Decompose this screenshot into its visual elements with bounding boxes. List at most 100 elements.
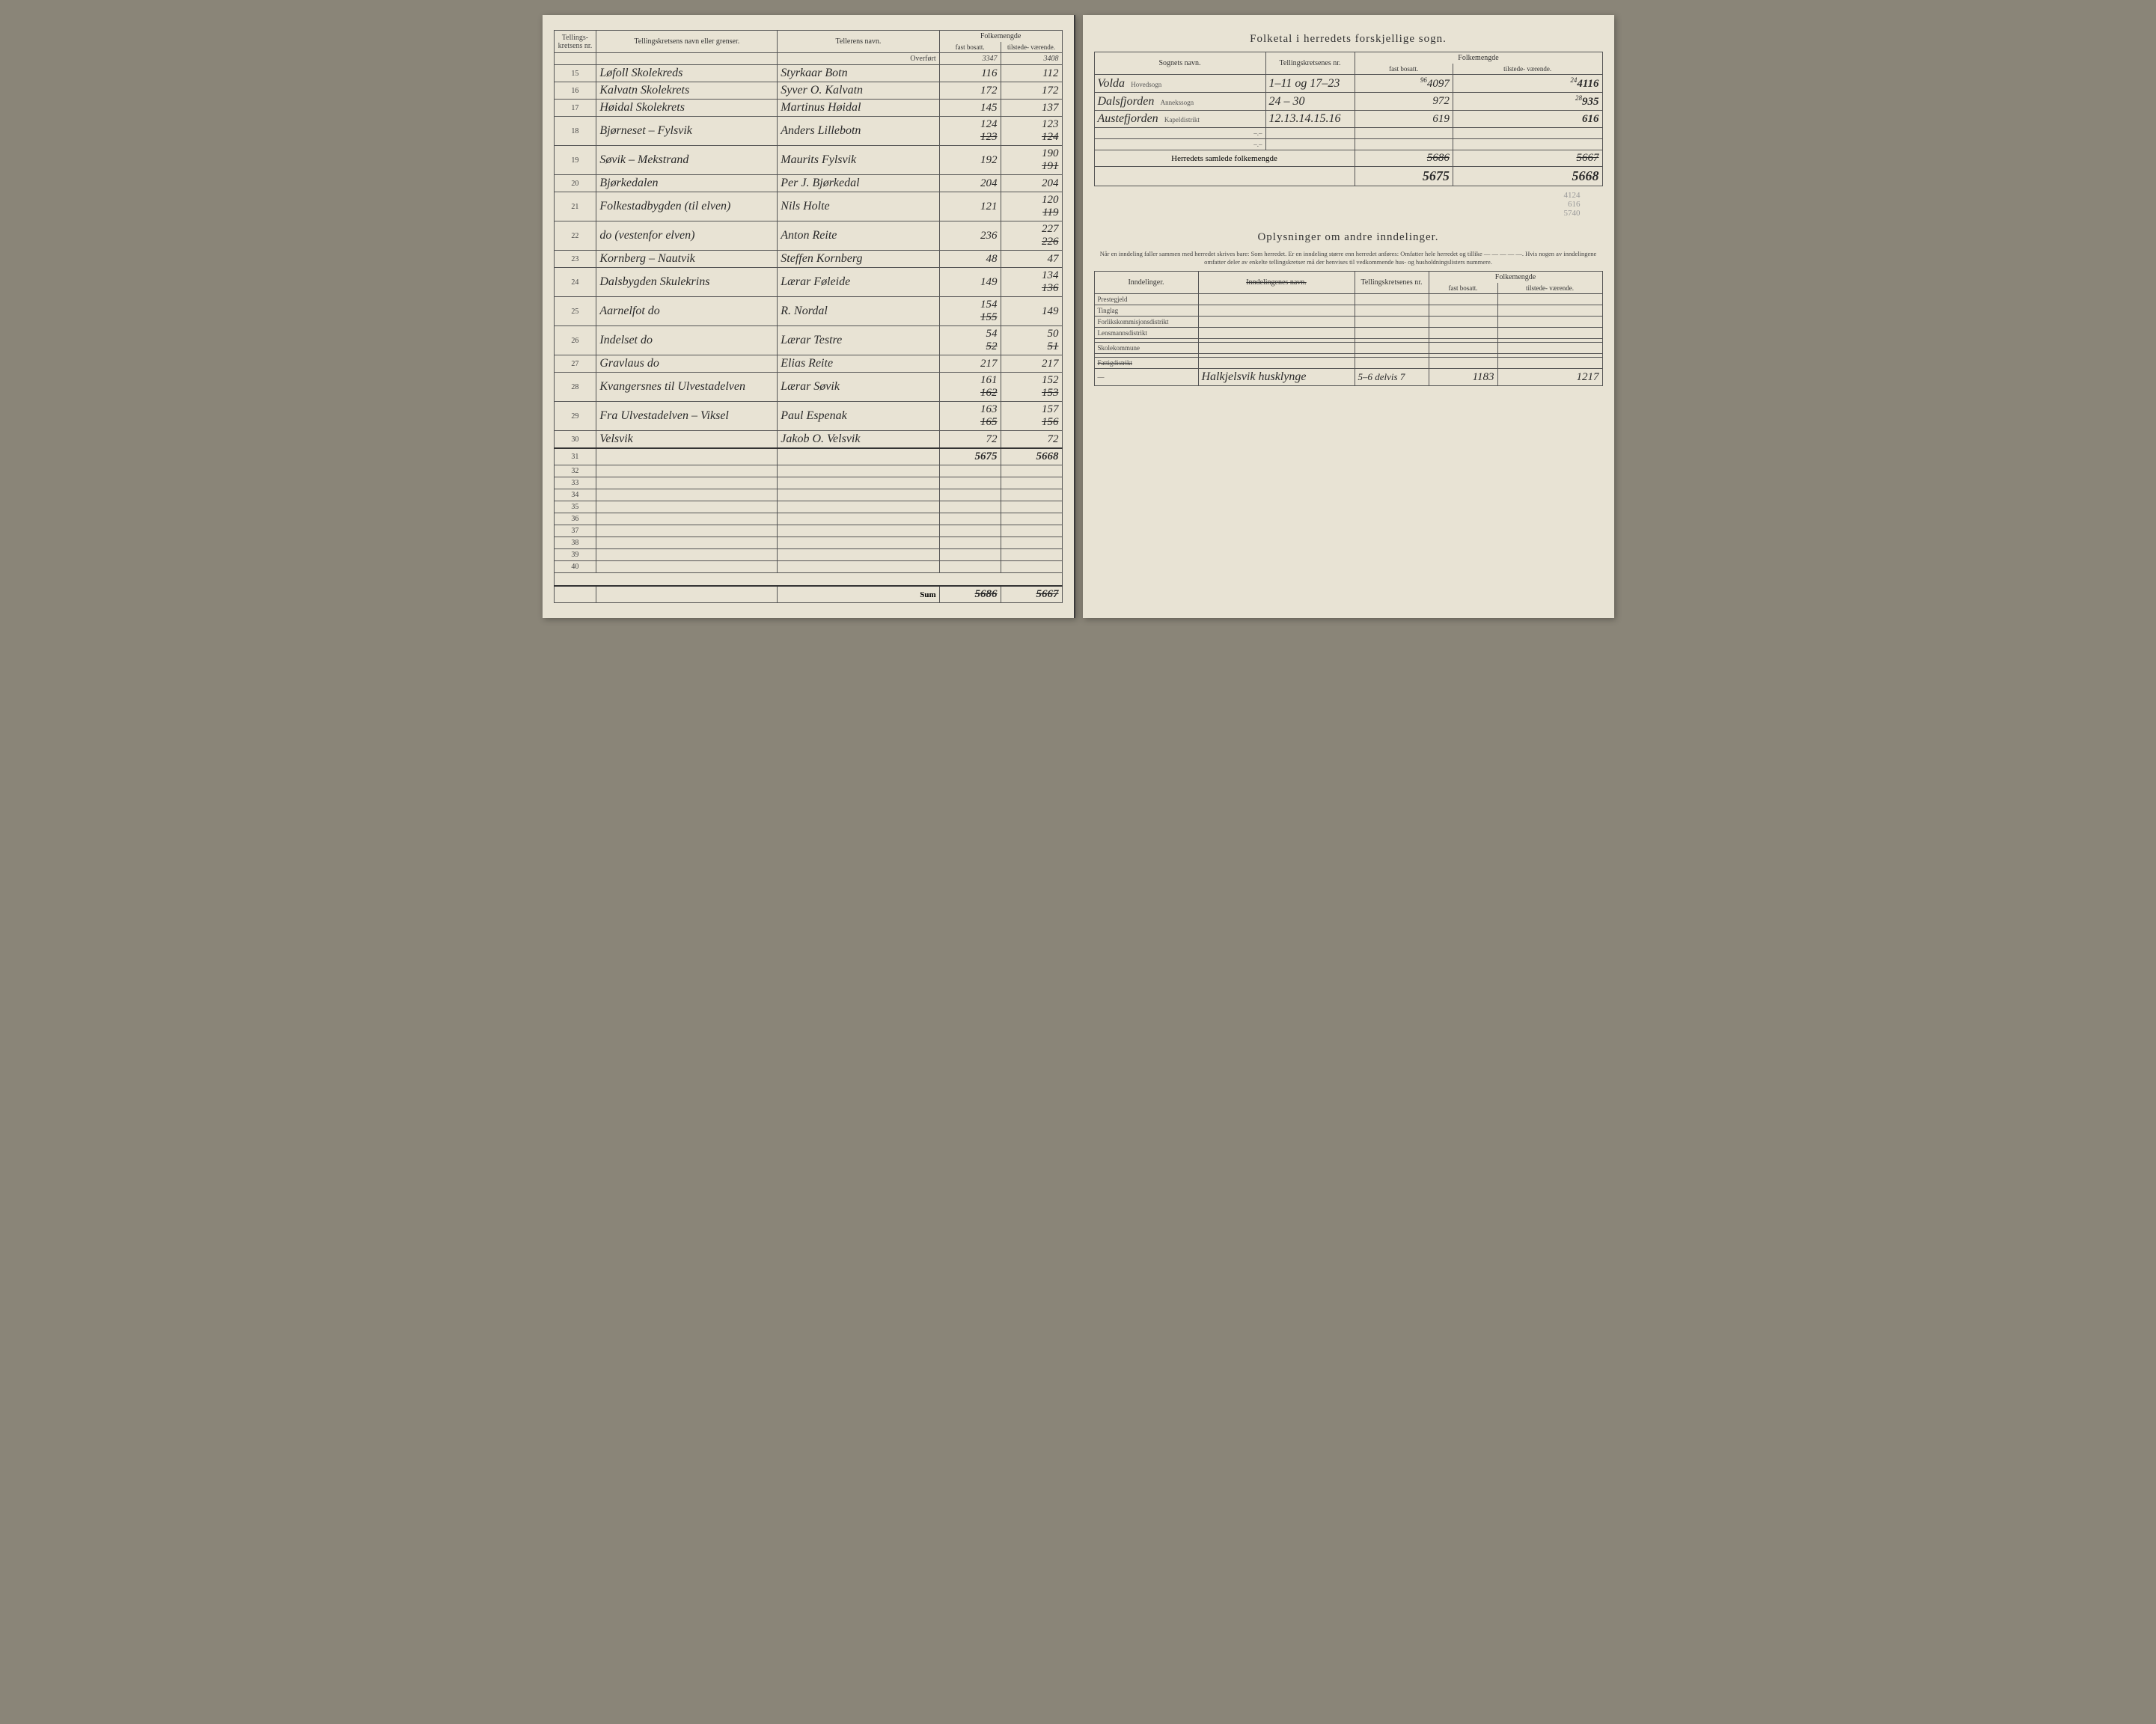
row-nr: 17	[554, 100, 596, 117]
krets-name: Dalsbygden Skulekrins	[596, 268, 778, 297]
hdr-inndeling-folkemengde: Folkemengde	[1429, 272, 1602, 284]
sogn-krets: 12.13.14.15.16	[1265, 111, 1355, 128]
inndeling-navn	[1198, 305, 1355, 317]
tilstede-val: 134136	[1001, 268, 1062, 297]
hdr-folkemengde: Folkemengde	[939, 31, 1062, 43]
hdr-inndeling-tilstede: tilstede- værende.	[1497, 283, 1602, 294]
inndeling-fast	[1429, 358, 1497, 369]
hdr-kretsnr: Tellings- kretsens nr.	[554, 31, 596, 53]
hdr-inndeling-fast: fast bosatt.	[1429, 283, 1497, 294]
samlede-fast-struck: 5686	[1355, 150, 1453, 167]
hdr-sogn-folkemengde: Folkemengde	[1355, 52, 1602, 64]
samlede-fast: 5675	[1355, 167, 1453, 186]
left-page: Tellings- kretsens nr. Tellingskretsens …	[543, 15, 1075, 618]
teller-name: Nils Holte	[778, 192, 939, 221]
table-row-empty: 38	[554, 537, 1062, 549]
krets-name: Bjørkedalen	[596, 175, 778, 192]
krets-name: Kornberg – Nautvik	[596, 251, 778, 268]
sogn-table: Sognets navn. Tellingskretsenes nr. Folk…	[1094, 52, 1603, 186]
inndeling-navn	[1198, 343, 1355, 354]
row-nr: 19	[554, 146, 596, 175]
table-row-empty: 32	[554, 465, 1062, 477]
fast-val: 145	[939, 100, 1001, 117]
krets-name: Søvik – Mekstrand	[596, 146, 778, 175]
inndeling-title: Oplysninger om andre inndelinger.	[1094, 231, 1603, 244]
table-row: 22 do (vestenfor elven) Anton Reite 236 …	[554, 221, 1062, 251]
inndeling-navn	[1198, 328, 1355, 339]
row-nr: 28	[554, 373, 596, 402]
inndeling-label: —	[1094, 369, 1198, 386]
row-nr: 30	[554, 431, 596, 449]
tilstede-val: 149	[1001, 297, 1062, 326]
row-nr: 22	[554, 221, 596, 251]
sum-label: Sum	[778, 586, 939, 603]
inndeling-fast	[1429, 305, 1497, 317]
row-nr: 27	[554, 355, 596, 373]
krets-name: do (vestenfor elven)	[596, 221, 778, 251]
tilstede-val: 123124	[1001, 117, 1062, 146]
row-nr: 25	[554, 297, 596, 326]
table-row: 28 Kvangersnes til Ulvestadelven Lærar S…	[554, 373, 1062, 402]
tilstede-val: 72	[1001, 431, 1062, 449]
table-row: 17 Høidal Skolekrets Martinus Høidal 145…	[554, 100, 1062, 117]
teller-name	[778, 448, 939, 465]
sogn-row: Dalsfjorden Annekssogn 24 – 30 972 28935	[1094, 93, 1602, 111]
fast-val: 124123	[939, 117, 1001, 146]
overfort-fast: 3347	[939, 53, 1001, 65]
tilstede-val: 152153	[1001, 373, 1062, 402]
tilstede-val: 47	[1001, 251, 1062, 268]
teller-name: Martinus Høidal	[778, 100, 939, 117]
teller-name: Steffen Kornberg	[778, 251, 939, 268]
sogn-title: Folketal i herredets forskjellige sogn.	[1094, 33, 1603, 46]
krets-name: Aarnelfot do	[596, 297, 778, 326]
samlede-tilstede-struck: 5667	[1453, 150, 1602, 167]
hdr-inndeling-kretsnr: Tellingskretsenes nr.	[1355, 272, 1429, 294]
tilstede-val: 227226	[1001, 221, 1062, 251]
inndeling-row: Skolekommune	[1094, 343, 1602, 354]
inndeling-navn	[1198, 317, 1355, 328]
krets-name: Gravlaus do	[596, 355, 778, 373]
inndeling-navn	[1198, 294, 1355, 305]
inndeling-krets	[1355, 328, 1429, 339]
census-table-left: Tellings- kretsens nr. Tellingskretsens …	[554, 30, 1063, 603]
inndeling-krets	[1355, 294, 1429, 305]
pencil-note: 4124 616 5740	[1094, 191, 1581, 218]
inndeling-fast	[1429, 343, 1497, 354]
row-nr: 20	[554, 175, 596, 192]
table-row: 15 Løfoll Skolekreds Styrkaar Botn 116 1…	[554, 65, 1062, 82]
row-nr: 15	[554, 65, 596, 82]
teller-name: Lærar Testre	[778, 326, 939, 355]
table-row: 30 Velsvik Jakob O. Velsvik 72 72	[554, 431, 1062, 449]
fast-val: 48	[939, 251, 1001, 268]
tilstede-val: 172	[1001, 82, 1062, 100]
sogn-empty: –.–	[1094, 139, 1602, 150]
hdr-kretsnavn: Tellingskretsens navn eller grenser.	[596, 31, 778, 53]
hdr-sogn-kretsnr: Tellingskretsenes nr.	[1265, 52, 1355, 75]
table-row: 21 Folkestadbygden (til elven) Nils Holt…	[554, 192, 1062, 221]
teller-name: Anton Reite	[778, 221, 939, 251]
tilstede-val: 5051	[1001, 326, 1062, 355]
inndeling-krets: 5–6 delvis 7	[1355, 369, 1429, 386]
samlede-row-struck: Herredets samlede folkemengde 5686 5667	[1094, 150, 1602, 167]
teller-name: Elias Reite	[778, 355, 939, 373]
overfort-tilstede: 3408	[1001, 53, 1062, 65]
sogn-krets: 24 – 30	[1265, 93, 1355, 111]
fast-val: 192	[939, 146, 1001, 175]
fast-val: 5675	[939, 448, 1001, 465]
fast-val: 217	[939, 355, 1001, 373]
teller-name: R. Nordal	[778, 297, 939, 326]
sogn-fast: 619	[1355, 111, 1453, 128]
inndeling-label: Tinglag	[1094, 305, 1198, 317]
sogn-name: Dalsfjorden Annekssogn	[1094, 93, 1265, 111]
right-page: Folketal i herredets forskjellige sogn. …	[1083, 15, 1614, 618]
tilstede-val: 137	[1001, 100, 1062, 117]
inndeling-row: — Halkjelsvik husklynge 5–6 delvis 7 118…	[1094, 369, 1602, 386]
row-nr: 29	[554, 402, 596, 431]
table-row-empty: 36	[554, 513, 1062, 525]
fast-val: 72	[939, 431, 1001, 449]
table-row-empty: 39	[554, 549, 1062, 561]
table-row: 23 Kornberg – Nautvik Steffen Kornberg 4…	[554, 251, 1062, 268]
tilstede-val: 190191	[1001, 146, 1062, 175]
krets-name: Bjørneset – Fylsvik	[596, 117, 778, 146]
fast-val: 149	[939, 268, 1001, 297]
